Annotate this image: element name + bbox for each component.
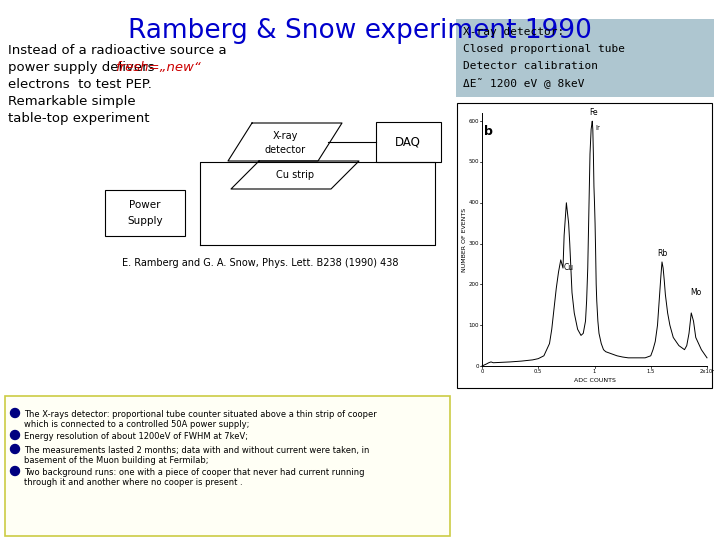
Text: Ramberg & Snow experiment 1990: Ramberg & Snow experiment 1990 xyxy=(128,18,592,44)
Text: 1: 1 xyxy=(593,369,596,374)
Text: fresh=„new“: fresh=„new“ xyxy=(115,61,201,74)
Text: 0.5: 0.5 xyxy=(534,369,542,374)
Text: 200: 200 xyxy=(469,282,479,287)
Bar xyxy=(456,19,714,97)
Text: Supply: Supply xyxy=(127,216,163,226)
Circle shape xyxy=(11,408,19,417)
Text: b: b xyxy=(485,125,493,138)
Text: Detector calibration: Detector calibration xyxy=(463,61,598,71)
Text: Rb: Rb xyxy=(657,249,667,258)
Text: 600: 600 xyxy=(469,119,479,124)
Text: through it and another where no cooper is present .: through it and another where no cooper i… xyxy=(24,478,243,487)
Text: Cu: Cu xyxy=(564,263,574,272)
Text: which is connected to a controlled 50A power supply;: which is connected to a controlled 50A p… xyxy=(24,420,249,429)
Text: Ir: Ir xyxy=(595,125,600,131)
Text: 0: 0 xyxy=(480,369,484,374)
Text: 0: 0 xyxy=(475,363,479,368)
Text: 100: 100 xyxy=(469,323,479,328)
Text: Power: Power xyxy=(130,200,161,210)
Text: X-ray: X-ray xyxy=(272,131,297,141)
Text: 2x10²: 2x10² xyxy=(699,369,715,374)
Text: electrons  to test PEP.: electrons to test PEP. xyxy=(8,78,152,91)
Text: detector: detector xyxy=(264,145,305,155)
Text: Two background runs: one with a piece of cooper that never had current running: Two background runs: one with a piece of… xyxy=(24,468,364,477)
Text: 500: 500 xyxy=(469,159,479,165)
Bar xyxy=(5,396,450,536)
Text: 1.5: 1.5 xyxy=(647,369,655,374)
Circle shape xyxy=(11,467,19,476)
Text: DAQ: DAQ xyxy=(395,136,421,148)
Text: Instead of a radioactive source a: Instead of a radioactive source a xyxy=(8,44,227,57)
Text: Mo: Mo xyxy=(690,288,701,296)
Text: power supply delivers: power supply delivers xyxy=(8,61,158,74)
Text: The X-rays detector: proportional tube counter situated above a thin strip of co: The X-rays detector: proportional tube c… xyxy=(24,410,377,419)
Bar xyxy=(105,190,185,236)
Bar xyxy=(457,103,712,388)
Text: ADC COUNTS: ADC COUNTS xyxy=(574,378,616,383)
Text: Fe: Fe xyxy=(589,108,598,117)
Text: 400: 400 xyxy=(469,200,479,205)
Text: ΔE˜ 1200 eV @ 8keV: ΔE˜ 1200 eV @ 8keV xyxy=(463,78,585,89)
Text: table-top experiment: table-top experiment xyxy=(8,112,150,125)
Text: Cu strip: Cu strip xyxy=(276,170,314,180)
Text: The measurements lasted 2 months; data with and without current were taken, in: The measurements lasted 2 months; data w… xyxy=(24,446,369,455)
Circle shape xyxy=(11,444,19,454)
Bar xyxy=(376,122,441,162)
Text: Closed proportional tube: Closed proportional tube xyxy=(463,44,625,54)
Text: Energy resolution of about 1200eV of FWHM at 7keV;: Energy resolution of about 1200eV of FWH… xyxy=(24,432,248,441)
Text: X-ray detector:: X-ray detector: xyxy=(463,27,564,37)
Text: E. Ramberg and G. A. Snow, Phys. Lett. B238 (1990) 438: E. Ramberg and G. A. Snow, Phys. Lett. B… xyxy=(122,258,398,268)
Text: NUMBER OF EVENTS: NUMBER OF EVENTS xyxy=(462,207,467,272)
Text: 300: 300 xyxy=(469,241,479,246)
Text: Remarkable simple: Remarkable simple xyxy=(8,95,135,108)
Text: basement of the Muon building at Fermilab;: basement of the Muon building at Fermila… xyxy=(24,456,209,465)
Circle shape xyxy=(11,430,19,440)
